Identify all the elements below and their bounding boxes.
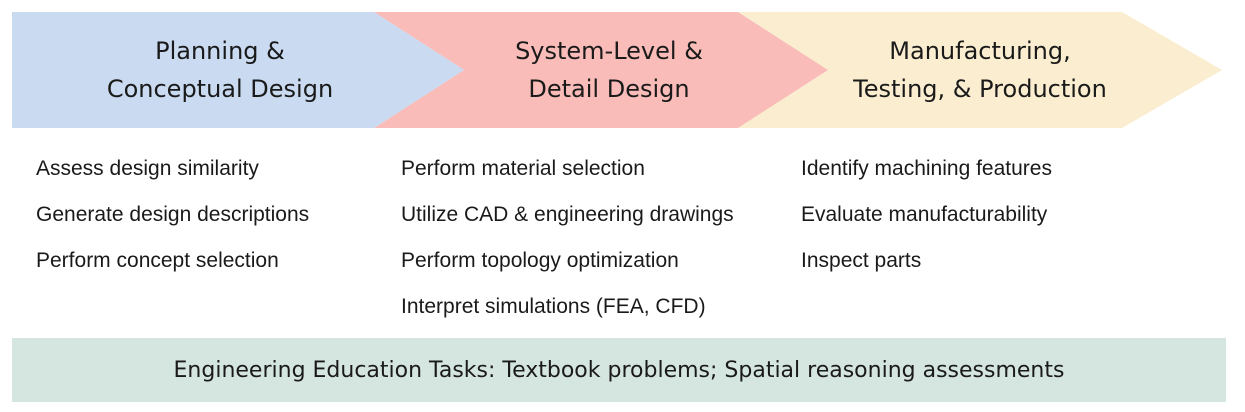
task-item: Inspect parts	[801, 249, 922, 272]
footer-banner: Engineering Education Tasks: Textbook pr…	[12, 338, 1226, 402]
stage-title-manufacturing: Manufacturing, Testing, & Production	[853, 37, 1107, 103]
task-item: Interpret simulations (FEA, CFD)	[401, 295, 706, 318]
stage-chevron-manufacturing	[738, 12, 1222, 128]
footer-text: Engineering Education Tasks: Textbook pr…	[173, 357, 1065, 383]
task-list-system-detail-design: Perform material selection Utilize CAD &…	[401, 146, 734, 330]
task-list-manufacturing: Identify machining features Evaluate man…	[801, 146, 1052, 284]
task-item: Generate design descriptions	[36, 203, 310, 226]
task-item: Evaluate manufacturability	[801, 203, 1048, 226]
task-item: Perform topology optimization	[401, 249, 679, 272]
process-chevron-diagram	[12, 12, 1222, 128]
stage-chevron-system-detail-design	[374, 12, 828, 128]
task-item: Identify machining features	[801, 157, 1052, 180]
task-item: Perform concept selection	[36, 249, 279, 272]
task-item: Perform material selection	[401, 157, 645, 180]
stage-title-system-detail-design: System-Level & Detail Design	[515, 37, 703, 103]
task-item: Utilize CAD & engineering drawings	[401, 203, 734, 226]
task-item: Assess design similarity	[36, 157, 259, 180]
task-list-planning: Assess design similarity Generate design…	[36, 146, 309, 284]
stage-title-planning: Planning & Conceptual Design	[106, 37, 334, 103]
stage-chevron-planning	[12, 12, 464, 128]
